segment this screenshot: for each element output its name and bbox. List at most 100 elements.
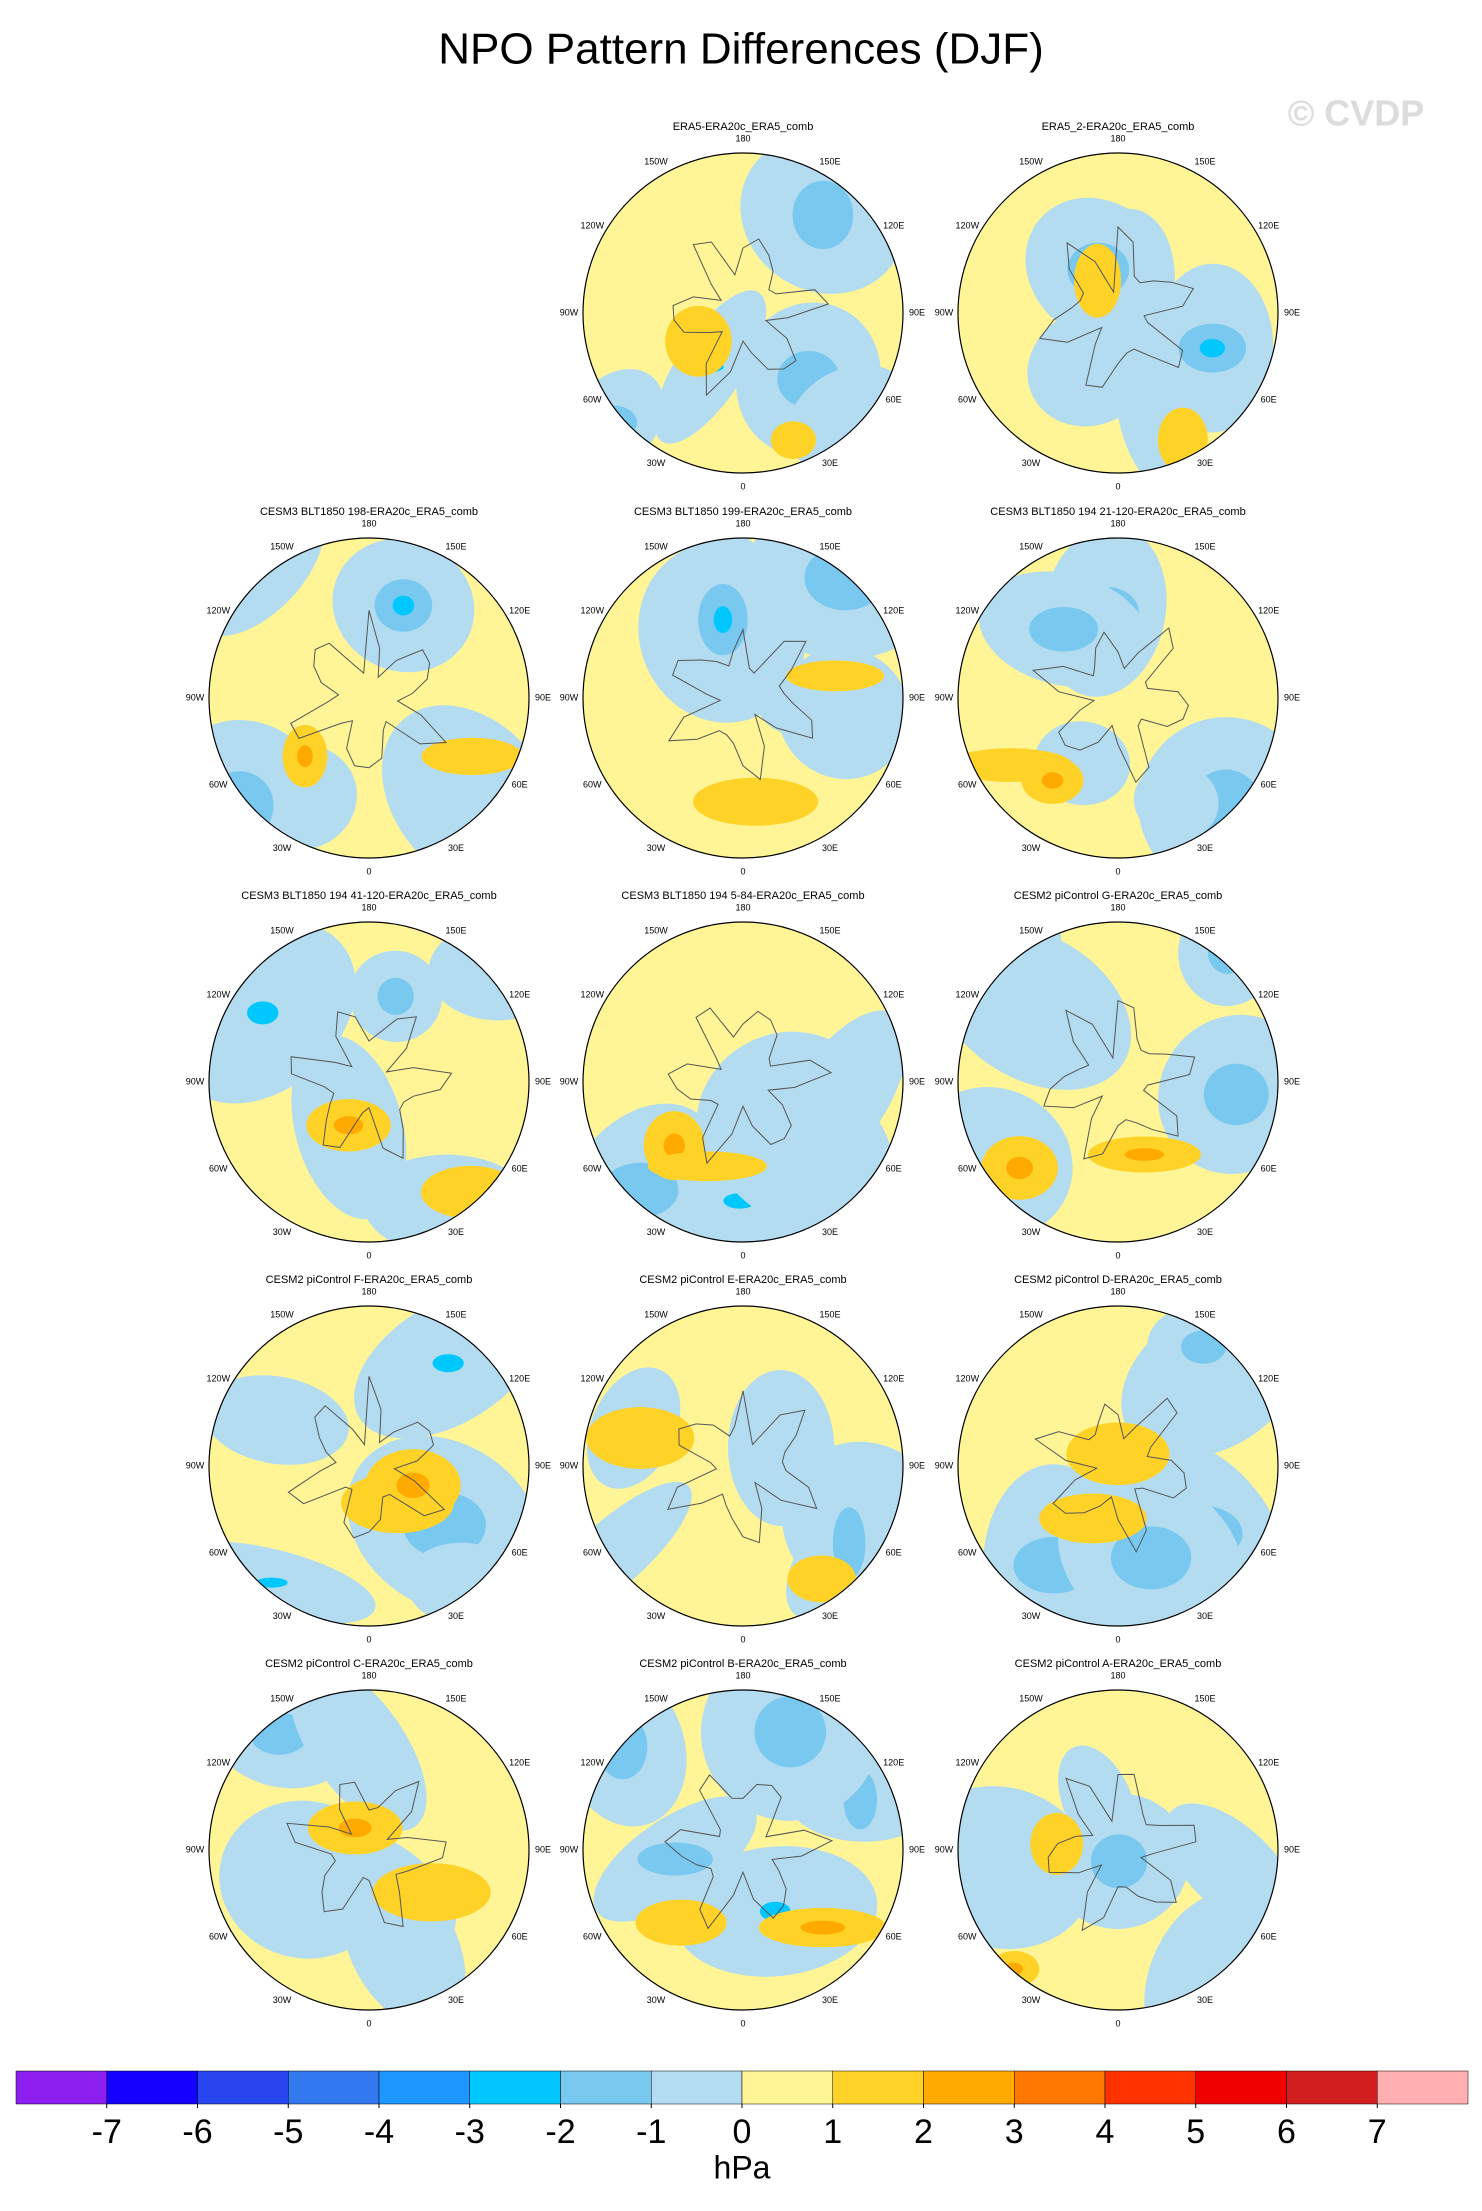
longitude-label: 0 xyxy=(1115,866,1120,876)
longitude-label: 0 xyxy=(1115,1250,1120,1260)
longitude-label: 30E xyxy=(448,843,464,853)
positive-core xyxy=(1005,1962,1023,1976)
panel-title: ERA5-ERA20c_ERA5_comb xyxy=(673,121,814,133)
positive-core xyxy=(297,745,313,768)
longitude-label: 60E xyxy=(886,779,902,789)
longitude-label: 90E xyxy=(1284,1460,1300,1470)
longitude-label: 150E xyxy=(819,157,840,167)
longitude-label: 0 xyxy=(740,1250,745,1260)
panel-title: CESM3 BLT1850 199-ERA20c_ERA5_comb xyxy=(634,506,852,518)
negative-core xyxy=(377,977,414,1015)
negative-region xyxy=(209,1375,349,1465)
colorbar-tick-label: -5 xyxy=(273,2113,303,2151)
longitude-label: 30E xyxy=(448,1611,464,1621)
longitude-label: 30E xyxy=(822,1611,838,1621)
longitude-label: 90E xyxy=(1284,307,1300,317)
map-border xyxy=(957,1305,1279,1627)
map-border xyxy=(957,537,1279,859)
colorbar-box xyxy=(15,2070,107,2105)
longitude-label: 180 xyxy=(361,1286,376,1296)
longitude-label: 0 xyxy=(740,481,745,491)
negative-peak xyxy=(255,1577,288,1588)
longitude-label: 60E xyxy=(886,1547,902,1557)
negative-region xyxy=(1144,1893,1265,2010)
panel-title: CESM2 piControl G-ERA20c_ERA5_comb xyxy=(1014,890,1222,902)
longitude-label: 60E xyxy=(1261,394,1277,404)
longitude-label: 60W xyxy=(583,1931,602,1941)
longitude-label: 0 xyxy=(1115,481,1120,491)
colorbar-box xyxy=(469,2070,561,2105)
longitude-label: 150E xyxy=(819,542,840,552)
longitude-label: 30E xyxy=(448,1227,464,1237)
positive-region xyxy=(420,1165,521,1219)
map xyxy=(958,538,1278,858)
longitude-label: 120W xyxy=(207,605,231,615)
longitude-label: 60W xyxy=(209,1547,228,1557)
longitude-label: 30E xyxy=(1197,843,1213,853)
colorbar-tick-label: -2 xyxy=(545,2113,575,2151)
map xyxy=(209,1690,529,2010)
colorbar-box xyxy=(923,2070,1015,2105)
longitude-label: 120E xyxy=(883,1757,904,1767)
longitude-label: 150E xyxy=(819,1694,840,1704)
positive-region xyxy=(1039,1493,1147,1544)
coastline xyxy=(672,238,830,397)
longitude-label: 180 xyxy=(735,1670,750,1680)
positive-region xyxy=(770,421,817,459)
positive-region xyxy=(586,1407,695,1469)
map-border xyxy=(582,537,904,859)
colorbar-tick-label: 2 xyxy=(914,2113,933,2151)
longitude-label: 60W xyxy=(209,779,228,789)
map xyxy=(209,922,529,1242)
longitude-label: 120E xyxy=(1258,1373,1279,1383)
colorbar-tick-label: -4 xyxy=(364,2113,394,2151)
coastline xyxy=(1038,225,1195,388)
longitude-label: 90W xyxy=(935,692,954,702)
colorbar-tick-label: -7 xyxy=(92,2113,122,2151)
longitude-label: 30W xyxy=(1022,843,1041,853)
longitude-label: 30E xyxy=(822,458,838,468)
longitude-label: 120W xyxy=(956,989,980,999)
positive-region xyxy=(635,1899,727,1946)
colorbar-tick-label: -1 xyxy=(636,2113,666,2151)
longitude-label: 30W xyxy=(1022,458,1041,468)
longitude-label: 150W xyxy=(1019,1310,1043,1320)
longitude-label: 150W xyxy=(270,1310,294,1320)
longitude-label: 90W xyxy=(186,1460,205,1470)
longitude-label: 30E xyxy=(448,1995,464,2005)
longitude-label: 0 xyxy=(1115,1634,1120,1644)
longitude-label: 180 xyxy=(1110,133,1125,143)
figure-title: NPO Pattern Differences (DJF) xyxy=(438,25,1044,74)
longitude-label: 30W xyxy=(273,1227,292,1237)
longitude-label: 90E xyxy=(1284,1076,1300,1086)
longitude-label: 30W xyxy=(273,1611,292,1621)
colorbar-tick-label: 5 xyxy=(1186,2113,1205,2151)
longitude-label: 180 xyxy=(735,133,750,143)
negative-region xyxy=(1133,763,1219,840)
panel-title: CESM3 BLT1850 194 41-120-ERA20c_ERA5_com… xyxy=(241,890,496,902)
longitude-label: 60W xyxy=(583,1547,602,1557)
colorbar-tick-label: -3 xyxy=(455,2113,485,2151)
longitude-label: 180 xyxy=(1110,518,1125,528)
negative-peak xyxy=(1220,944,1235,961)
negative-region xyxy=(1027,307,1155,427)
longitude-label: 0 xyxy=(366,1250,371,1260)
longitude-label: 150W xyxy=(644,542,668,552)
positive-region xyxy=(665,305,732,377)
panel-title: CESM2 piControl E-ERA20c_ERA5_comb xyxy=(639,1274,846,1286)
longitude-label: 90E xyxy=(535,1460,551,1470)
map-border xyxy=(582,1689,904,2011)
longitude-label: 60W xyxy=(958,394,977,404)
longitude-label: 150W xyxy=(644,1694,668,1704)
map-border xyxy=(208,1305,530,1627)
positive-core xyxy=(663,1133,685,1158)
coastline xyxy=(1047,1773,1197,1932)
coastline xyxy=(290,1011,453,1160)
longitude-label: 120W xyxy=(581,605,605,615)
map-border xyxy=(957,1689,1279,2011)
panel-title: CESM3 BLT1850 194 5-84-ERA20c_ERA5_comb xyxy=(621,890,864,902)
colorbar-box xyxy=(1104,2070,1196,2105)
coastline xyxy=(1031,627,1189,784)
longitude-label: 90W xyxy=(935,1844,954,1854)
